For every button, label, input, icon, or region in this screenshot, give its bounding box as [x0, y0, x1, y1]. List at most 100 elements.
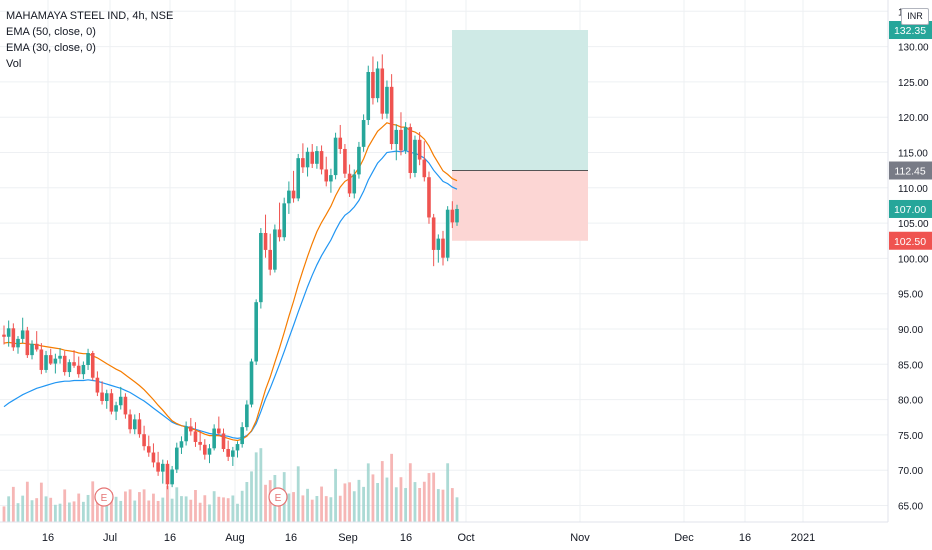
long-position-zones[interactable]: [452, 30, 588, 241]
candle-body: [44, 355, 48, 370]
ema30-line: [3, 122, 458, 442]
candle-body: [128, 414, 132, 430]
candle-body: [16, 338, 20, 348]
volume-bar: [217, 496, 221, 522]
candle-body: [67, 362, 72, 373]
volume-bar: [30, 500, 34, 522]
symbol-title[interactable]: MAHAMAYA STEEL IND, 4h, NSE: [6, 10, 174, 22]
price-candles: [2, 54, 459, 490]
candle-body: [34, 343, 39, 350]
volume-bar: [394, 487, 398, 522]
price-tick-label: 105.00: [898, 219, 929, 230]
candle-body: [319, 151, 324, 170]
chart-legend: MAHAMAYA STEEL IND, 4h, NSE EMA (50, clo…: [6, 8, 173, 72]
volume-bar: [455, 497, 459, 522]
volume-bar: [310, 499, 314, 522]
candle-body: [347, 173, 352, 194]
candle-body: [20, 330, 25, 339]
price-tick-label: 65.00: [898, 502, 923, 513]
candle-body: [231, 450, 235, 457]
candle-body: [385, 86, 389, 114]
volume-bar: [96, 495, 99, 522]
candle-body: [422, 159, 427, 178]
volume-bar: [81, 501, 85, 522]
candle-body: [366, 72, 371, 121]
candle-body: [455, 208, 459, 223]
volume-bar: [25, 481, 29, 522]
candle-body: [296, 158, 301, 199]
volume-bar: [63, 489, 67, 522]
candle-body: [39, 349, 44, 370]
price-tick-label: 115.00: [898, 149, 928, 160]
volume-bar: [100, 494, 104, 522]
target-zone: [452, 30, 588, 171]
volume-bar: [231, 495, 235, 522]
price-axis[interactable]: 65.00 70.00 75.00 80.00 85.00 90.00 95.00 100.0…: [887, 0, 932, 522]
candle-body: [72, 362, 76, 366]
candle-body: [389, 86, 394, 145]
stop-zone: [452, 170, 588, 241]
earnings-marker-label: E: [101, 493, 108, 504]
candle-body: [212, 428, 216, 449]
volume-bar: [306, 488, 309, 522]
candle-body: [151, 452, 156, 463]
ema-lines: [3, 122, 458, 442]
candle-body: [352, 174, 357, 194]
candle-body: [25, 330, 30, 356]
volume-legend[interactable]: Vol: [6, 58, 22, 70]
volume-bar: [110, 492, 113, 522]
volume-bar: [441, 489, 445, 522]
candle-body: [203, 444, 207, 455]
candle-body: [198, 441, 202, 445]
candle-body: [179, 441, 184, 448]
time-tick-label: Aug: [225, 532, 245, 544]
price-label: 132.35: [894, 25, 926, 37]
volume-bar: [366, 463, 370, 522]
volume-bar: [380, 461, 384, 522]
volume-bar: [432, 472, 436, 522]
ema30-legend[interactable]: EMA (30, close, 0): [6, 42, 96, 54]
ema50-legend[interactable]: EMA (50, close, 0): [6, 26, 96, 38]
volume-bar: [450, 488, 454, 522]
volume-bar: [404, 488, 408, 522]
volume-bar: [315, 496, 319, 522]
price-label: 112.45: [894, 166, 925, 178]
time-axis[interactable]: 16 Jul 16 Aug 16 Sep 16 Oct Nov Dec 16 2021: [0, 521, 888, 544]
price-label-box: [889, 231, 932, 250]
volume-bar: [324, 496, 328, 522]
volume-bar: [86, 494, 90, 522]
time-tick-label: Nov: [570, 532, 590, 544]
volume-bar: [329, 497, 333, 522]
candle-body: [174, 447, 179, 470]
volume-bar: [194, 490, 197, 522]
price-tick-label: 85.00: [898, 360, 923, 371]
volume-bar: [418, 488, 422, 522]
time-tick-label: 16: [400, 532, 412, 544]
price-tick-label: 90.00: [898, 325, 923, 336]
volume-bar: [39, 482, 43, 522]
currency-badge[interactable]: INR: [901, 8, 929, 25]
volume-bar: [128, 489, 132, 522]
price-tick-label: 100.00: [898, 254, 929, 265]
volume-bar: [320, 486, 323, 522]
candle-body: [254, 302, 258, 362]
time-tick-label: Oct: [457, 532, 474, 544]
volume-bar: [357, 479, 361, 522]
volume-bar: [236, 503, 239, 522]
candle-body: [408, 127, 413, 173]
candle-body: [277, 229, 282, 238]
volume-bar: [152, 493, 155, 522]
candle-body: [48, 355, 53, 364]
candle-body: [338, 137, 343, 149]
volume-bar: [53, 504, 57, 522]
price-tick-label: 75.00: [898, 431, 923, 442]
candle-body: [114, 405, 118, 412]
volume-bar: [371, 474, 375, 522]
price-tick-label: 120.00: [898, 113, 929, 124]
volume-bar: [292, 492, 295, 522]
time-tick-label: 16: [739, 532, 751, 544]
volume-bar: [422, 481, 426, 522]
volume-bar: [72, 501, 76, 522]
